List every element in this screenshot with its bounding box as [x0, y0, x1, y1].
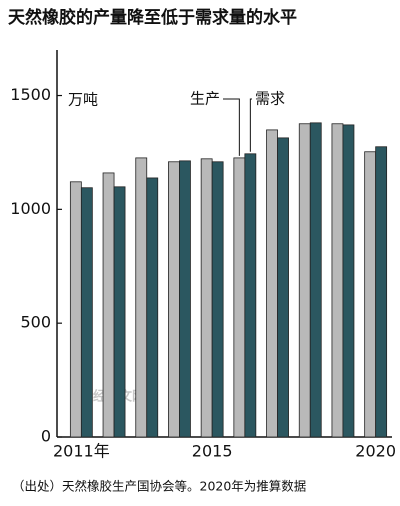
bar [135, 157, 148, 438]
bar [309, 122, 322, 438]
x-tick-label: 2020 [355, 442, 396, 461]
bar [266, 129, 278, 438]
x-tick-label: 2015 [192, 442, 233, 461]
bar [233, 157, 246, 438]
bar [146, 177, 159, 438]
bar [200, 158, 213, 438]
y-tick-label: 500 [20, 313, 51, 332]
leader-line [223, 98, 240, 156]
y-tick-label: 1500 [10, 85, 51, 104]
bar [179, 160, 191, 438]
bar [375, 146, 388, 438]
bar [211, 161, 224, 438]
bar [277, 137, 289, 438]
bar [113, 186, 126, 438]
bar [244, 153, 257, 438]
bar [168, 161, 180, 438]
bar [331, 123, 344, 438]
source-note: （出处）天然橡胶生产国协会等。2020年为推算数据 [12, 479, 306, 494]
bar [364, 151, 377, 438]
bar [102, 172, 115, 438]
y-tick-label: 1000 [10, 199, 51, 218]
x-tick-label: 2011年 [53, 442, 110, 461]
y-tick-label: 0 [41, 427, 51, 446]
leader-line [249, 98, 252, 152]
chart-title: 天然橡胶的产量降至低于需求量的水平 [8, 7, 297, 28]
legend-label: 生产 [190, 90, 220, 108]
unit-label: 万吨 [68, 91, 98, 109]
bar [342, 124, 355, 438]
bar [80, 187, 93, 438]
legend-label: 需求 [255, 90, 285, 108]
bar [298, 123, 311, 438]
bar [69, 181, 82, 438]
